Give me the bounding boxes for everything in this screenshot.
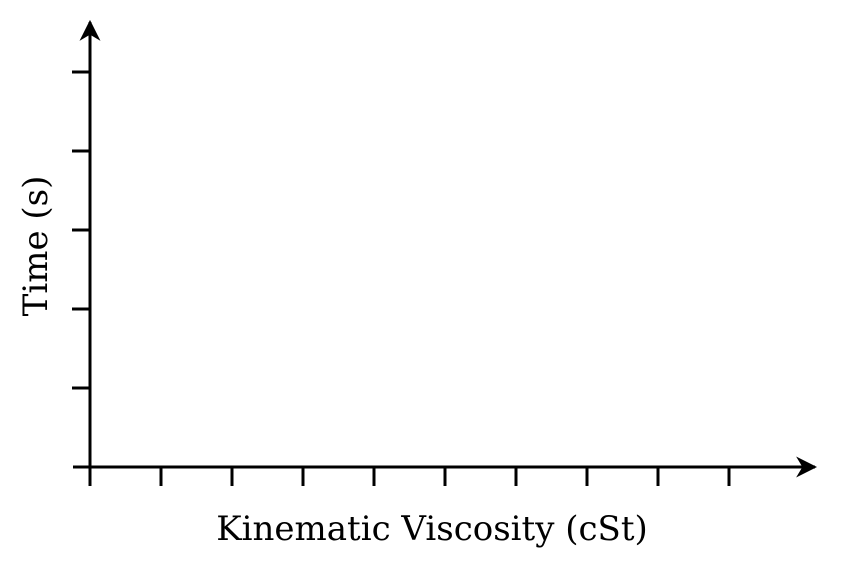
y-ticks	[72, 70, 90, 390]
x-ticks	[88, 467, 731, 486]
y-axis-label: Time (s)	[16, 176, 56, 317]
y-axis: Time (s)	[16, 19, 101, 484]
x-axis: Kinematic Viscosity (cSt)	[73, 456, 818, 549]
x-axis-label: Kinematic Viscosity (cSt)	[216, 509, 648, 549]
